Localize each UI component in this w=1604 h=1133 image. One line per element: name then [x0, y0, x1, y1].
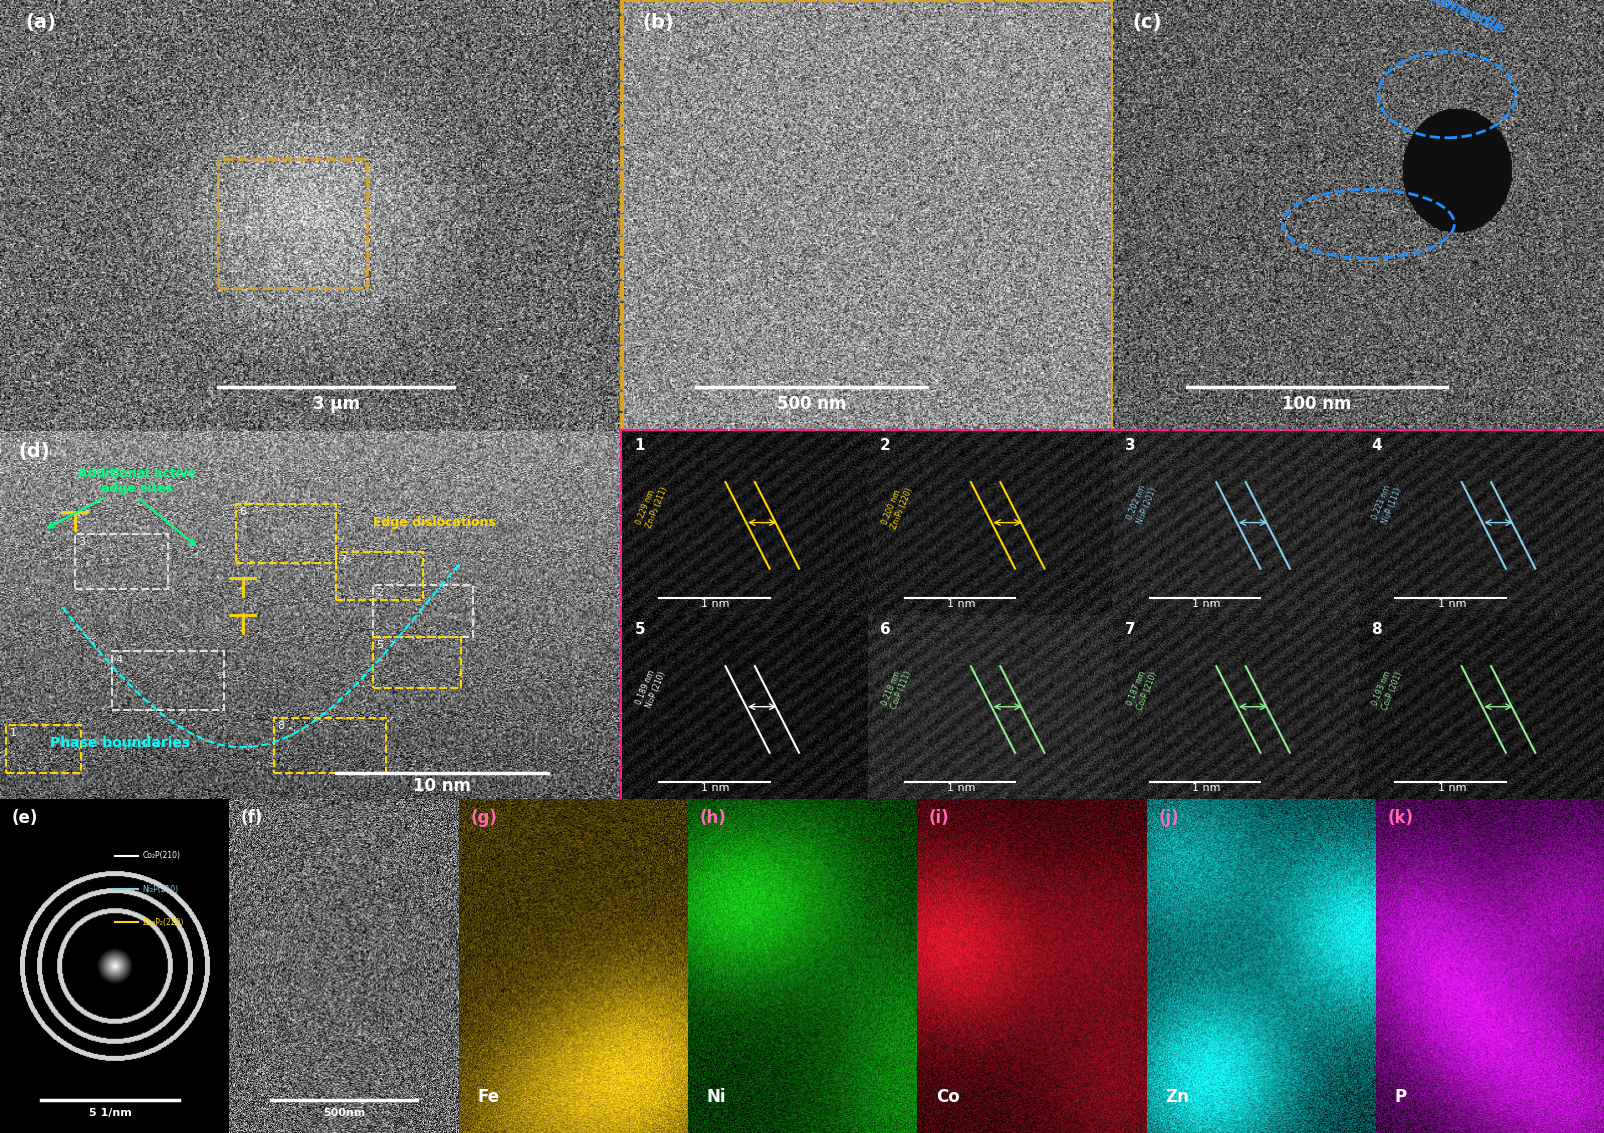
Text: 2: 2	[377, 588, 383, 598]
Text: 1: 1	[635, 437, 645, 453]
Bar	[374, 637, 460, 688]
Text: (h): (h)	[699, 809, 727, 827]
Text: P: P	[1394, 1089, 1407, 1106]
Text: 3: 3	[77, 537, 85, 547]
Text: 0.229 nm
Zn₃P₂ (211): 0.229 nm Zn₃P₂ (211)	[635, 483, 669, 530]
Text: 3: 3	[1126, 437, 1136, 453]
Text: (g): (g)	[470, 809, 497, 827]
Text: 0.189 nm
Ni₂P (210): 0.189 nm Ni₂P (210)	[635, 666, 667, 709]
Text: (j): (j)	[1158, 809, 1179, 827]
Text: Phase boundaries: Phase boundaries	[50, 736, 189, 750]
Text: 1 nm: 1 nm	[1437, 783, 1466, 793]
Text: 6: 6	[239, 508, 247, 518]
Bar	[112, 651, 225, 710]
Bar	[337, 552, 423, 600]
Text: 3 μm: 3 μm	[313, 395, 359, 414]
Text: 1 nm: 1 nm	[701, 599, 730, 610]
Text: Additional active
edge sites: Additional active edge sites	[77, 467, 196, 495]
Bar	[274, 718, 387, 773]
Text: 5: 5	[377, 640, 383, 650]
Text: (b): (b)	[642, 12, 674, 32]
Text: 1 nm: 1 nm	[946, 599, 975, 610]
Text: Ni: Ni	[706, 1089, 727, 1106]
Text: 100 nm: 100 nm	[1282, 395, 1352, 414]
Text: 4: 4	[1371, 437, 1381, 453]
Text: 1 nm: 1 nm	[701, 783, 730, 793]
Text: 500nm: 500nm	[322, 1108, 366, 1118]
Text: Edge dislocations: Edge dislocations	[374, 517, 496, 529]
Text: 1: 1	[10, 729, 16, 739]
Text: 500 nm: 500 nm	[776, 395, 845, 414]
Text: 6: 6	[881, 622, 890, 637]
Text: 1 nm: 1 nm	[1437, 599, 1466, 610]
Text: 0.200 nm
Zn₃P₂ (220): 0.200 nm Zn₃P₂ (220)	[881, 483, 914, 530]
Text: 0.218 nm
Co₂P (111): 0.218 nm Co₂P (111)	[881, 666, 913, 710]
Text: 5 1/nm: 5 1/nm	[88, 1108, 132, 1118]
Text: 10 nm: 10 nm	[412, 777, 472, 795]
Bar	[236, 504, 337, 563]
Text: 1 nm: 1 nm	[1192, 783, 1221, 793]
Text: 0.193 nm
Co₂P (201): 0.193 nm Co₂P (201)	[1371, 666, 1404, 710]
Text: Zn₃P₂(220): Zn₃P₂(220)	[143, 918, 183, 927]
Text: Nanoneedle: Nanoneedle	[1408, 0, 1506, 37]
Text: (e): (e)	[11, 809, 38, 827]
Text: 0.202 nm
Ni₂P (201): 0.202 nm Ni₂P (201)	[1126, 483, 1158, 525]
Text: (f): (f)	[241, 809, 263, 827]
Text: 8: 8	[277, 721, 284, 731]
Text: 0.221 nm
Ni₂P (111): 0.221 nm Ni₂P (111)	[1371, 483, 1404, 525]
Text: (c): (c)	[1132, 12, 1163, 32]
Text: 0.187 nm
Co₂P (210): 0.187 nm Co₂P (210)	[1126, 666, 1158, 710]
Text: 7: 7	[338, 555, 346, 565]
Text: Fe: Fe	[476, 1089, 499, 1106]
Text: (i): (i)	[929, 809, 950, 827]
Text: 4: 4	[115, 655, 122, 665]
Bar	[75, 534, 168, 589]
Text: 5: 5	[635, 622, 645, 637]
Text: (a): (a)	[26, 12, 56, 32]
Bar	[374, 585, 473, 637]
Bar	[218, 160, 367, 289]
Bar	[6, 725, 80, 773]
Text: Zn: Zn	[1165, 1089, 1189, 1106]
Text: Co₂P(210): Co₂P(210)	[143, 851, 180, 860]
Text: (k): (k)	[1387, 809, 1413, 827]
Text: (d): (d)	[19, 442, 50, 461]
Text: Ni₂P(210): Ni₂P(210)	[143, 885, 178, 894]
Text: 7: 7	[1126, 622, 1136, 637]
Text: 1 nm: 1 nm	[1192, 599, 1221, 610]
Text: 8: 8	[1371, 622, 1381, 637]
Text: 2: 2	[881, 437, 890, 453]
Text: 1 nm: 1 nm	[946, 783, 975, 793]
Text: Co: Co	[935, 1089, 959, 1106]
